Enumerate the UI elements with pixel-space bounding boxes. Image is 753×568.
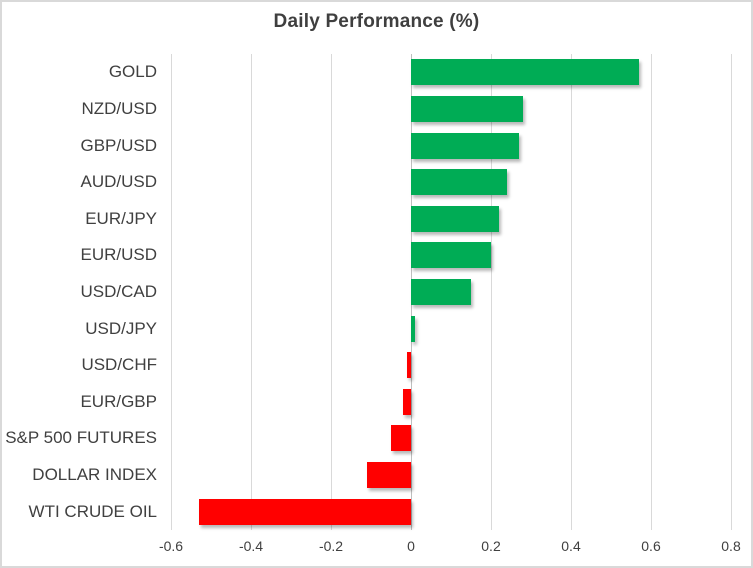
gridline [650,54,652,530]
bar-usd-chf [407,352,411,379]
category-label: GOLD [108,62,157,82]
bar-s-p-500-futures [391,425,411,452]
bar-eur-gbp [403,388,411,415]
bar-usd-jpy [411,315,415,342]
category-label: DOLLAR INDEX [32,465,157,485]
category-label: S&P 500 FUTURES [5,428,157,448]
bar-gold [411,59,639,86]
x-tick-label: -0.6 [158,538,184,554]
bar-gbp-usd [411,132,519,159]
x-tick-label: -0.2 [318,538,344,554]
category-label: USD/JPY [85,318,157,338]
x-tick-label: 0.2 [481,538,501,554]
plot-area [170,54,732,530]
bar-dollar-index [367,462,411,489]
gridline [570,54,572,530]
x-tick-label: 0.6 [641,538,661,554]
gridline [490,54,492,530]
bar-usd-cad [411,279,471,305]
bar-wti-crude-oil [199,498,411,525]
category-label: EUR/JPY [85,208,157,228]
x-tick-label: 0.8 [721,538,741,554]
x-tick-label: -0.4 [238,538,264,554]
x-tick-label: 0 [407,538,415,554]
chart-title: Daily Performance (%) [273,11,480,32]
category-axis: GOLD NZD/USD GBP/USD AUD/USD EUR/JPY EUR/USD U… [2,54,157,530]
category-label: EUR/USD [80,245,157,265]
gridline [250,54,252,530]
category-label: USD/CAD [80,281,157,301]
category-label: NZD/USD [81,98,157,118]
category-label: EUR/GBP [80,391,157,411]
gridline [170,54,172,530]
category-label: WTI CRUDE OIL [28,501,157,521]
category-label: USD/CHF [81,355,157,375]
bar-nzd-usd [411,95,523,122]
category-label: GBP/USD [80,135,157,155]
x-tick-label: 0.4 [561,538,581,554]
category-label: AUD/USD [80,172,157,192]
bar-eur-usd [411,242,491,269]
x-axis: -0.6 -0.4 -0.2 0 0.2 0.4 0.6 0.8 [159,538,741,560]
bar-aud-usd [411,169,507,196]
gridline [330,54,332,530]
bar-eur-jpy [411,205,499,232]
gridline [730,54,732,530]
